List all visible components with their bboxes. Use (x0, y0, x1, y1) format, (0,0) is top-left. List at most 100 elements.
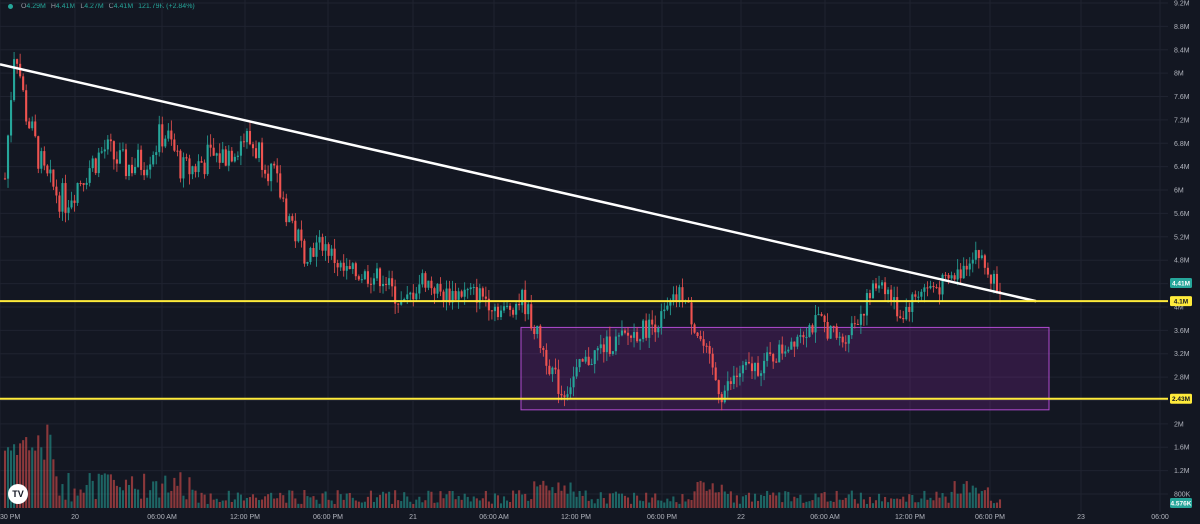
candle-body (463, 289, 466, 297)
volume-bar (19, 443, 22, 508)
volume-bar (173, 477, 176, 508)
x-tick-label: 12:00 PM (895, 514, 925, 521)
volume-bar (312, 496, 315, 508)
candle-body (856, 324, 859, 326)
candle-body (738, 373, 741, 378)
volume-bar (333, 503, 336, 508)
volume-bar (542, 480, 545, 508)
volume-bar (203, 494, 206, 508)
candle-body (403, 299, 406, 301)
candle-body (218, 153, 221, 163)
candle-body (248, 131, 252, 145)
candle-body (143, 169, 146, 176)
volume-bar (672, 496, 675, 508)
y-tick-label: 2M (1174, 421, 1184, 428)
y-tick-label: 3.6M (1174, 328, 1190, 335)
candle-body (893, 297, 896, 301)
y-tick-label: 1.6M (1174, 445, 1190, 452)
candle-body (315, 242, 318, 257)
candle-body (639, 339, 642, 342)
y-tick-label: 4M (1174, 304, 1184, 311)
volume-bar (28, 450, 31, 508)
volume-bar (971, 485, 974, 508)
candle-body (288, 216, 291, 223)
status-dot-icon (8, 3, 13, 9)
volume-bar (375, 497, 379, 508)
candle-body (808, 325, 811, 337)
volume-bar (318, 503, 321, 508)
candle-body (521, 289, 524, 306)
price-tag-label: 4.1M (1174, 298, 1188, 305)
volume-bar (687, 499, 690, 508)
volume-bar (651, 497, 654, 508)
candles (3, 52, 1002, 411)
volume-bar (865, 503, 868, 508)
candle-body (391, 278, 394, 287)
candle-body (763, 360, 766, 374)
candle-body (22, 76, 25, 91)
volume-bar (629, 503, 633, 508)
volume-bar (799, 494, 802, 508)
volume-bar (560, 490, 563, 508)
candle-body (629, 335, 633, 338)
volume-bar (599, 492, 602, 508)
candle-body (998, 291, 1002, 293)
volume-bar (702, 482, 705, 508)
volume-bar (433, 502, 436, 508)
candle-body (959, 269, 962, 279)
candle-body (505, 305, 509, 307)
volume-bar (270, 492, 273, 508)
candle-body (989, 274, 992, 284)
volume-bar (230, 501, 233, 508)
volume-bar (133, 488, 137, 508)
volume-bar (366, 496, 369, 508)
candle-body (115, 159, 118, 164)
candle-body (642, 320, 645, 340)
candle-body (953, 275, 956, 280)
candle-body (787, 349, 790, 352)
time-axis[interactable]: 30 PM 20 06:00 AM 12:00 PM 06:00 PM 21 06:00 A… (0, 514, 1169, 521)
candle-body (3, 178, 7, 180)
volume-bar (578, 491, 581, 508)
price-axis[interactable]: 9.2M 8.8M 8.4M 8M 7.6M 7.2M 6.8M 6.4M 6M 5.6M 5.2M… (1174, 1, 1191, 499)
volume-bar (418, 496, 421, 508)
volume-bar (829, 500, 832, 508)
volume-bar (64, 499, 67, 508)
volume-bar (965, 481, 968, 508)
volume-bar (109, 474, 112, 508)
volume-bar (696, 482, 699, 508)
trendline[interactable] (0, 63, 1037, 303)
volume-bar (623, 495, 627, 508)
candle-body (415, 293, 418, 300)
volume-bar (91, 480, 94, 508)
volume-bar (146, 497, 149, 508)
candle-body (130, 164, 134, 174)
volume-bar (763, 495, 766, 508)
candle-body (868, 293, 872, 299)
volume-bar (654, 493, 657, 508)
volume-bar (995, 502, 999, 508)
volume-bar (421, 502, 424, 508)
candle-body (533, 328, 536, 335)
horizontal-levels[interactable] (0, 300, 1168, 400)
volume-bar (436, 502, 439, 508)
volume-bar (330, 500, 333, 508)
close-value: 4.41M (113, 3, 134, 10)
volume-bar (339, 494, 342, 508)
volume-bar (747, 492, 751, 508)
y-tick-label: 6M (1174, 188, 1184, 195)
candle-body (914, 294, 917, 297)
candle-body (55, 186, 58, 196)
x-tick-label: 12:00 PM (230, 514, 260, 521)
candle-body (52, 169, 55, 187)
candle-body (605, 336, 608, 353)
candle-body (457, 291, 460, 300)
volume-bar (760, 494, 763, 508)
volume-bar (642, 501, 645, 508)
candle-body (753, 362, 757, 372)
x-tick-label: 06:00 AM (147, 514, 177, 521)
volume-bar (363, 501, 366, 508)
volume-bar (463, 493, 466, 508)
candle-body (318, 237, 321, 243)
